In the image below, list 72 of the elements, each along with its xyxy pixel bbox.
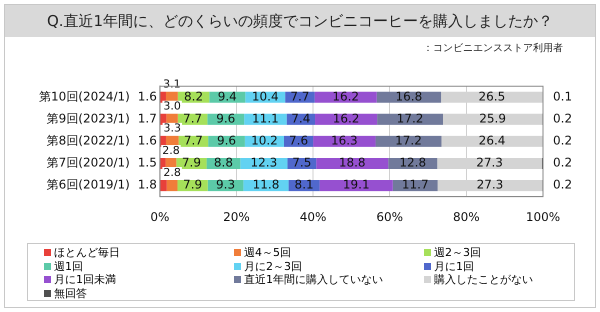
data-label: 12.3 [250, 156, 278, 170]
legend-label: 直近1年間に購入していない [243, 273, 384, 286]
data-label: 17.2 [395, 134, 422, 148]
data-label: 16.2 [332, 89, 360, 104]
data-label: 2.8 [163, 166, 181, 179]
data-label: 2.8 [162, 144, 180, 157]
y-tick-label: 第6回(2019/1) [46, 178, 130, 192]
data-label: 3.3 [164, 122, 182, 135]
data-label: 27.3 [476, 178, 504, 192]
data-label: 0.1 [553, 89, 572, 104]
legend-label: 月に2～3回 [243, 260, 303, 273]
legend-label: 週2～3回 [433, 246, 482, 260]
x-tick-label: 20% [223, 210, 250, 224]
x-tick-label: 60% [376, 210, 404, 224]
y-tick-label: 第10回(2024/1) [38, 89, 130, 104]
data-label: 10.2 [251, 134, 278, 148]
data-label: 18.8 [338, 156, 366, 170]
data-label: 26.5 [478, 89, 506, 104]
data-label: 1.6 [138, 89, 157, 104]
data-label: 7.6 [289, 134, 308, 148]
data-label: 3.0 [163, 100, 181, 113]
data-label: 17.2 [396, 111, 424, 126]
data-label: 1.7 [138, 111, 157, 126]
data-label: 9.3 [216, 178, 236, 192]
chart-title: Q.直近1年間に、どのくらいの頻度でコンビニコーヒーを購入しましたか？ [5, 5, 595, 37]
data-label: 27.3 [476, 156, 503, 170]
x-tick-label: 0% [150, 210, 170, 224]
y-tick-label: 第9回(2023/1) [46, 111, 130, 126]
data-label: 1.5 [138, 156, 157, 170]
legend-label: ほとんど毎日 [53, 246, 121, 260]
data-label: 16.3 [330, 134, 358, 148]
data-label: 11.7 [402, 178, 429, 192]
data-label: 11.1 [252, 111, 279, 126]
data-label: 19.1 [342, 178, 370, 192]
data-label: 0.2 [553, 111, 572, 126]
data-label: 9.6 [216, 134, 236, 148]
data-label: 9.4 [218, 89, 237, 104]
data-label: 7.7 [290, 89, 310, 104]
data-label: 0.2 [553, 134, 572, 148]
data-label: 25.9 [479, 111, 506, 126]
data-label: 0.2 [553, 156, 572, 170]
y-tick-label: 第7回(2020/1) [46, 156, 130, 170]
data-label: 8.8 [214, 156, 233, 170]
data-label: 7.9 [182, 156, 202, 170]
legend-label: 無回答 [53, 286, 88, 300]
data-label: 7.7 [184, 134, 203, 148]
data-label: 0.2 [553, 178, 572, 192]
legend-label: 月に1回 [433, 260, 475, 273]
data-label: 26.4 [478, 134, 506, 148]
data-label: 7.9 [183, 178, 202, 192]
data-label: 1.6 [138, 134, 157, 148]
data-label: 11.8 [252, 178, 280, 192]
x-tick-label: 40% [300, 210, 326, 224]
x-tick-label: 80% [453, 210, 480, 224]
data-label: 7.5 [292, 156, 312, 170]
legend-label: 購入したことがない [433, 273, 534, 286]
data-label: 16.2 [332, 111, 360, 126]
y-tick-label: 第8回(2022/1) [46, 134, 130, 148]
legend-label: 週4～5回 [243, 246, 292, 260]
data-label: 8.2 [184, 89, 204, 104]
data-label: 16.8 [396, 89, 422, 104]
data-label: 8.1 [294, 178, 314, 192]
data-label: 9.6 [216, 111, 236, 126]
data-label: 7.4 [291, 111, 310, 126]
chart-subtitle: ：コンビニエンスストア利用者 [423, 42, 563, 55]
data-label: 10.4 [252, 89, 279, 104]
data-label: 12.8 [399, 156, 426, 170]
x-tick-label: 100% [526, 210, 560, 224]
data-label: 1.8 [138, 178, 157, 192]
legend-label: 週1回 [53, 260, 84, 273]
legend-label: 月に1回未満 [53, 273, 117, 286]
data-label: 7.7 [183, 111, 202, 126]
